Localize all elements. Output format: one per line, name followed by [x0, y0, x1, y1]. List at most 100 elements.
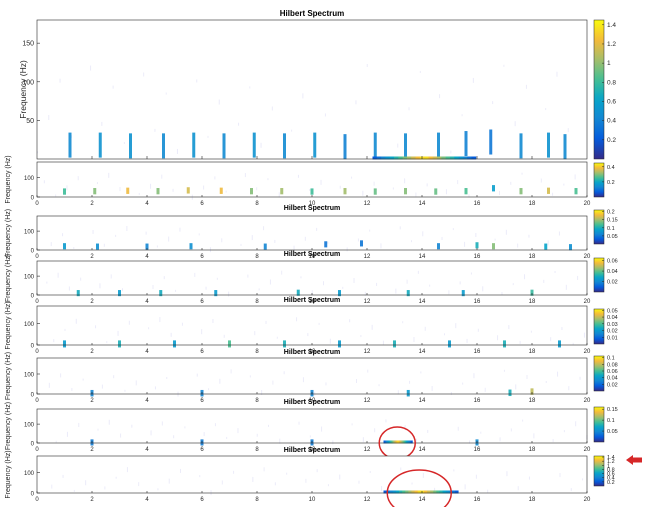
spectrum-blob	[118, 290, 121, 297]
noise-mark	[455, 323, 457, 329]
noise-mark	[329, 338, 331, 344]
noise-mark	[325, 382, 327, 386]
energy-band-segment	[430, 490, 434, 494]
plot-area	[37, 216, 587, 250]
noise-mark	[563, 183, 565, 186]
colorbar-tick-label: 0.01	[607, 335, 618, 341]
noise-mark	[221, 238, 223, 243]
x-tick-label: 20	[584, 497, 591, 503]
energy-band-segment	[471, 156, 477, 160]
noise-mark	[411, 240, 412, 243]
noise-mark	[203, 432, 205, 437]
colorbar-gradient	[593, 19, 605, 160]
noise-mark	[411, 482, 413, 485]
noise-mark	[524, 274, 526, 280]
x-tick-label: 8	[255, 299, 259, 305]
spectrum-blob	[434, 188, 438, 195]
plot-area	[37, 20, 587, 159]
x-tick-label: 18	[529, 299, 536, 305]
energy-band-segment	[397, 440, 400, 444]
noise-mark	[448, 290, 450, 295]
noise-mark	[73, 246, 75, 249]
x-tick-label: 8	[255, 254, 259, 260]
arrow-left-icon	[626, 455, 642, 465]
noise-mark	[565, 284, 567, 290]
noise-mark	[552, 439, 554, 443]
energy-band-segment	[401, 440, 404, 444]
noise-mark	[369, 229, 371, 232]
energy-band-segment	[408, 490, 412, 494]
noise-mark	[316, 227, 318, 231]
noise-mark	[286, 472, 288, 475]
noise-mark	[355, 100, 357, 105]
colorbar-gradient	[593, 406, 605, 443]
energy-band-segment	[383, 490, 388, 494]
noise-mark	[203, 185, 205, 190]
noise-mark	[533, 433, 535, 439]
noise-mark	[157, 488, 159, 491]
noise-mark	[470, 272, 472, 275]
noise-mark	[381, 486, 383, 492]
energy-band-segment	[394, 156, 399, 160]
spectrum-blob	[360, 240, 363, 247]
colorbar-tick-label: 0.06	[607, 369, 618, 375]
noise-mark	[214, 423, 216, 427]
x-tick-label: 16	[474, 201, 481, 207]
noise-mark	[427, 429, 429, 433]
energy-band-segment	[390, 440, 393, 444]
noise-mark	[457, 180, 459, 185]
x-tick-label: 8	[255, 201, 259, 207]
energy-band-segment	[433, 490, 437, 494]
x-tick-label: 14	[419, 398, 426, 404]
x-tick-label: 6	[200, 497, 204, 503]
energy-band-segment	[388, 440, 391, 444]
spectrum-blob	[118, 340, 121, 348]
x-tick-label: 10	[309, 349, 316, 355]
noise-mark	[304, 236, 306, 241]
x-tick-label: 4	[145, 254, 149, 260]
x-tick-label: 6	[200, 201, 204, 207]
x-tick-label: 16	[474, 497, 481, 503]
energy-band-segment	[402, 440, 405, 444]
noise-mark	[300, 276, 302, 279]
noise-mark	[71, 388, 73, 391]
spectrum-blob	[250, 188, 253, 195]
noise-mark	[501, 291, 503, 295]
noise-mark	[547, 240, 549, 246]
spectrum-blob	[461, 290, 465, 297]
noise-mark	[196, 79, 198, 83]
colorbar-gradient	[593, 257, 605, 293]
energy-band-segment	[389, 490, 394, 494]
x-tick-label: 20	[584, 447, 591, 453]
noise-mark	[66, 431, 68, 437]
noise-mark	[332, 440, 334, 445]
spectrum-blob	[519, 188, 523, 195]
noise-mark	[85, 480, 87, 486]
noise-mark	[324, 113, 326, 117]
spectrum-blob	[393, 340, 396, 348]
noise-mark	[165, 92, 167, 95]
noise-mark	[420, 371, 422, 374]
noise-mark	[120, 433, 122, 438]
noise-mark	[181, 322, 183, 326]
noise-mark	[170, 332, 172, 337]
noise-mark	[526, 375, 528, 379]
energy-band-segment	[399, 440, 401, 444]
noise-mark	[373, 181, 375, 186]
y-tick-label: 0	[31, 492, 35, 498]
x-tick-label: 18	[529, 398, 536, 404]
energy-band-segment	[415, 156, 421, 160]
noise-mark	[528, 234, 530, 238]
y-tick-label: 100	[24, 230, 35, 236]
x-tick-label: 12	[364, 447, 371, 453]
spectrum-blob	[492, 185, 495, 192]
y-tick-label: 100	[24, 275, 35, 281]
noise-mark	[249, 86, 251, 89]
noise-mark	[417, 270, 419, 274]
y-axis-label: Frequency (Hz)	[5, 155, 12, 203]
x-tick-label: 20	[584, 299, 591, 305]
noise-mark	[309, 435, 311, 438]
x-tick-label: 8	[255, 447, 259, 453]
